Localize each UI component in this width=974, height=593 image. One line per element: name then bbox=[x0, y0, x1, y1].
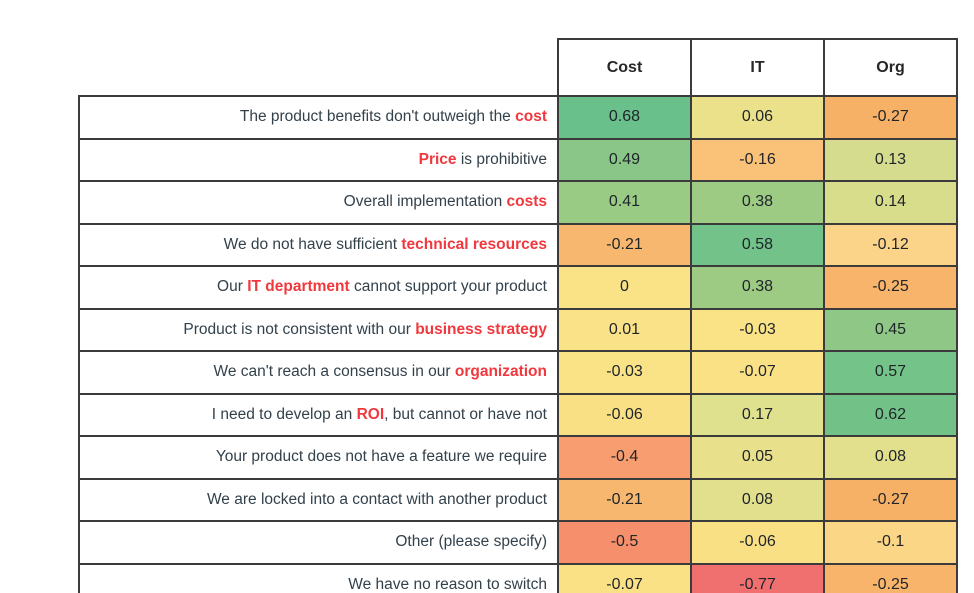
table-row: We have no reason to switch -0.07 -0.77 -0.… bbox=[78, 562, 958, 593]
header-row: Cost IT Org bbox=[79, 38, 958, 97]
value-cell: 0.14 bbox=[823, 180, 958, 225]
value-cell: 0.13 bbox=[823, 137, 958, 182]
value-cell: -0.77 bbox=[690, 562, 825, 593]
value-cell: -0.07 bbox=[557, 562, 692, 593]
value-cell: -0.21 bbox=[557, 477, 692, 522]
label-text: is prohibitive bbox=[456, 150, 547, 168]
value-cell: 0.08 bbox=[690, 477, 825, 522]
label-text: We can't reach a consensus in our bbox=[213, 363, 455, 381]
highlighted-keyword: cost bbox=[515, 108, 547, 126]
value-cell: 0.62 bbox=[823, 392, 958, 437]
row-label: We can't reach a consensus in our organi… bbox=[78, 350, 559, 395]
label-text: We do not have sufficient bbox=[223, 235, 402, 253]
row-label: The product benefits don't outweigh the … bbox=[78, 95, 559, 140]
table-row: We can't reach a consensus in our organi… bbox=[78, 350, 958, 395]
row-label: Your product does not have a feature we … bbox=[78, 435, 559, 480]
label-text: Product is not consistent with our bbox=[183, 320, 416, 338]
row-label: Our IT department cannot support your pr… bbox=[78, 265, 559, 310]
highlighted-keyword: technical resources bbox=[401, 235, 547, 253]
value-cell: -0.25 bbox=[823, 562, 958, 593]
table-row: The product benefits don't outweigh the … bbox=[78, 95, 958, 140]
value-cell: -0.21 bbox=[557, 222, 692, 267]
table-row: Other (please specify) -0.5 -0.06 -0.1 bbox=[78, 520, 958, 565]
label-text: I need to develop an bbox=[211, 405, 357, 423]
table-row: We do not have sufficient technical reso… bbox=[78, 222, 958, 267]
column-header-org: Org bbox=[823, 38, 958, 97]
value-cell: -0.1 bbox=[823, 520, 958, 565]
column-header-it: IT bbox=[690, 38, 825, 97]
value-cell: -0.5 bbox=[557, 520, 692, 565]
highlighted-keyword: costs bbox=[506, 193, 548, 211]
value-cell: 0.08 bbox=[823, 435, 958, 480]
highlighted-keyword: ROI bbox=[356, 405, 385, 423]
highlighted-keyword: IT department bbox=[247, 278, 350, 296]
row-label: We have no reason to switch bbox=[78, 562, 559, 593]
highlighted-keyword: business strategy bbox=[415, 320, 547, 338]
value-cell: -0.27 bbox=[823, 477, 958, 522]
value-cell: 0.68 bbox=[557, 95, 692, 140]
row-label: Other (please specify) bbox=[78, 520, 559, 565]
table-row: Our IT department cannot support your pr… bbox=[78, 265, 958, 310]
label-text: The product benefits don't outweigh the bbox=[239, 108, 516, 126]
label-text: Overall implementation bbox=[343, 193, 507, 211]
row-label: I need to develop an ROI, but cannot or … bbox=[78, 392, 559, 437]
row-label: We are locked into a contact with anothe… bbox=[78, 477, 559, 522]
row-label: We do not have sufficient technical reso… bbox=[78, 222, 559, 267]
label-text: Other (please specify) bbox=[395, 533, 547, 551]
corner-spacer bbox=[79, 39, 558, 96]
value-cell: -0.25 bbox=[823, 265, 958, 310]
table-row: Product is not consistent with our busin… bbox=[78, 307, 958, 352]
value-cell: -0.07 bbox=[690, 350, 825, 395]
value-cell: -0.06 bbox=[690, 520, 825, 565]
heatmap-table: Cost IT Org The product benefits don't o… bbox=[78, 38, 958, 593]
highlighted-keyword: organization bbox=[454, 363, 547, 381]
value-cell: 0.01 bbox=[557, 307, 692, 352]
value-cell: -0.16 bbox=[690, 137, 825, 182]
column-header-cost: Cost bbox=[557, 38, 692, 97]
label-text: We are locked into a contact with anothe… bbox=[206, 490, 547, 508]
label-text: , but cannot or have not bbox=[384, 405, 547, 423]
value-cell: 0.38 bbox=[690, 180, 825, 225]
value-cell: -0.27 bbox=[823, 95, 958, 140]
row-label: Product is not consistent with our busin… bbox=[78, 307, 559, 352]
value-cell: 0 bbox=[557, 265, 692, 310]
table-row: Overall implementation costs 0.41 0.38 0.14 bbox=[78, 180, 958, 225]
value-cell: -0.12 bbox=[823, 222, 958, 267]
label-text: Your product does not have a feature we … bbox=[215, 448, 547, 466]
value-cell: 0.41 bbox=[557, 180, 692, 225]
label-text: We have no reason to switch bbox=[348, 575, 547, 593]
value-cell: 0.49 bbox=[557, 137, 692, 182]
value-cell: 0.05 bbox=[690, 435, 825, 480]
table-row: Your product does not have a feature we … bbox=[78, 435, 958, 480]
value-cell: 0.17 bbox=[690, 392, 825, 437]
value-cell: -0.03 bbox=[557, 350, 692, 395]
label-text: Our bbox=[217, 278, 248, 296]
value-cell: 0.58 bbox=[690, 222, 825, 267]
value-cell: 0.38 bbox=[690, 265, 825, 310]
table-row: Price is prohibitive 0.49 -0.16 0.13 bbox=[78, 137, 958, 182]
value-cell: 0.57 bbox=[823, 350, 958, 395]
table-row: We are locked into a contact with anothe… bbox=[78, 477, 958, 522]
label-text: cannot support your product bbox=[349, 278, 547, 296]
row-label: Price is prohibitive bbox=[78, 137, 559, 182]
value-cell: 0.45 bbox=[823, 307, 958, 352]
highlighted-keyword: Price bbox=[418, 150, 457, 168]
value-cell: -0.4 bbox=[557, 435, 692, 480]
value-cell: -0.03 bbox=[690, 307, 825, 352]
row-label: Overall implementation costs bbox=[78, 180, 559, 225]
value-cell: -0.06 bbox=[557, 392, 692, 437]
value-cell: 0.06 bbox=[690, 95, 825, 140]
table-row: I need to develop an ROI, but cannot or … bbox=[78, 392, 958, 437]
